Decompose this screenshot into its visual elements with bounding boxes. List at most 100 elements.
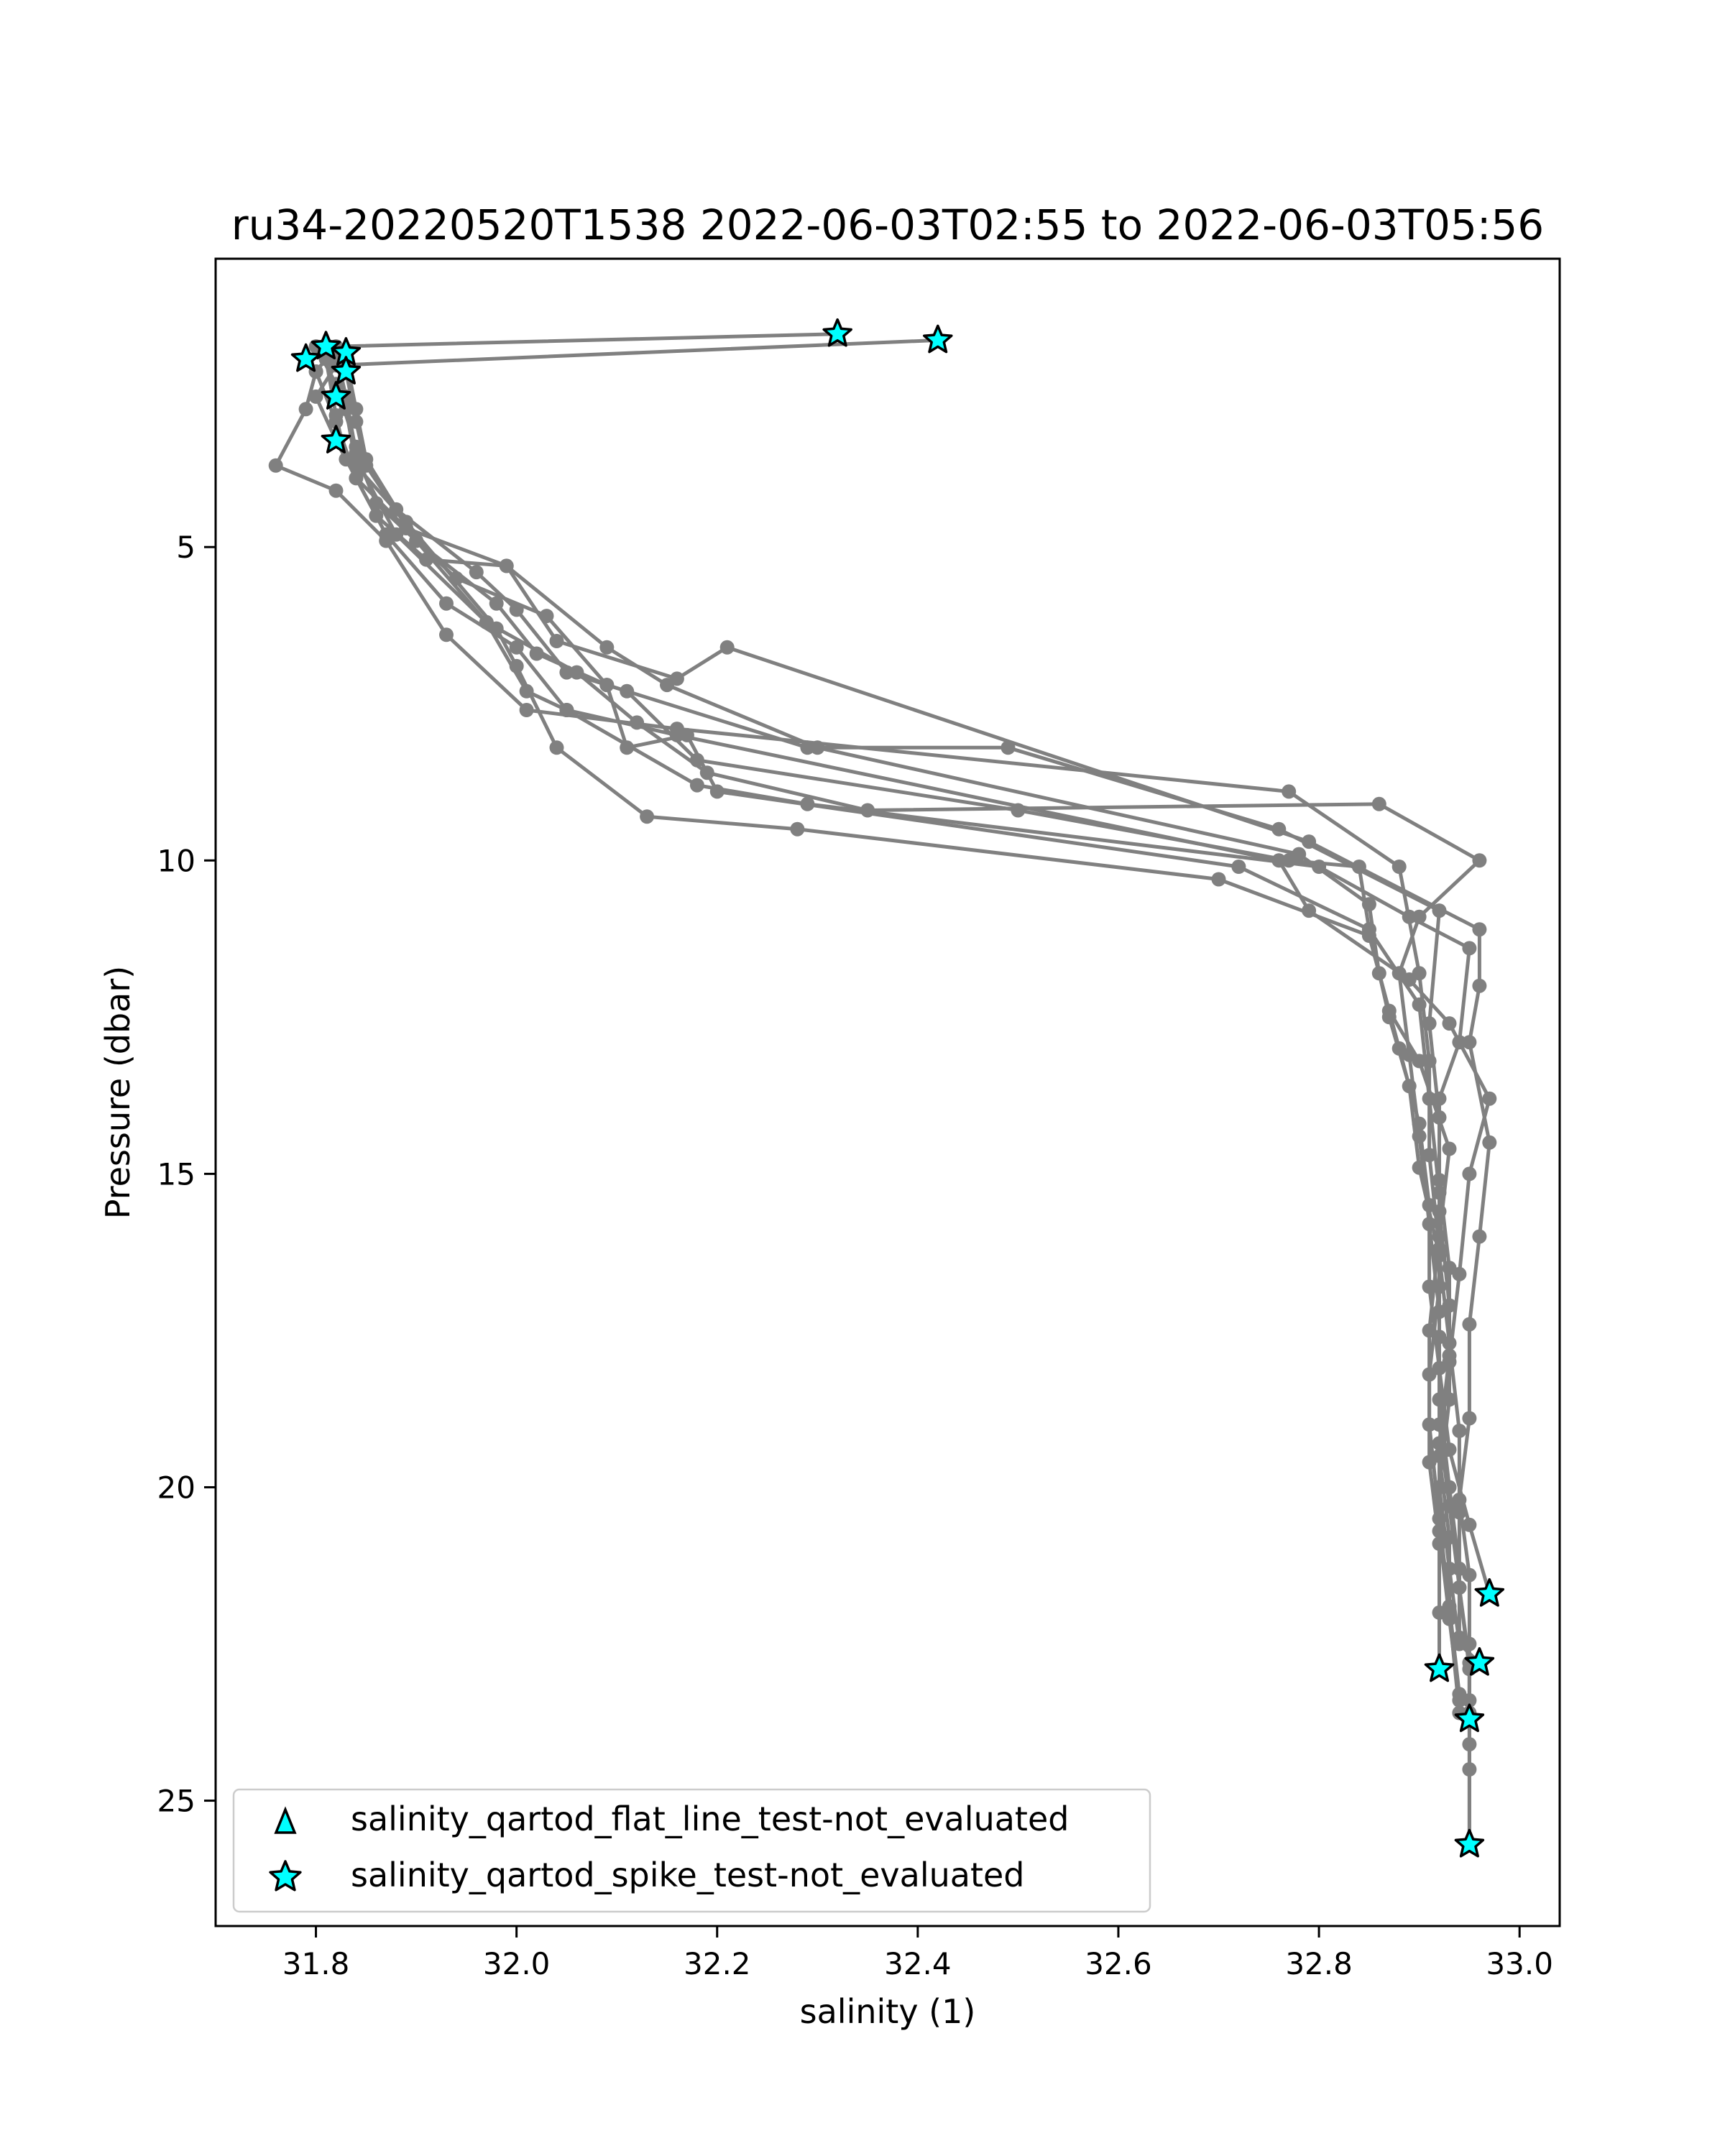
spike-flag-star	[1474, 1577, 1505, 1607]
data-point	[1371, 966, 1386, 981]
data-point	[719, 640, 735, 655]
x-axis-label: salinity (1)	[800, 1992, 976, 2031]
data-point	[328, 414, 344, 429]
spike-flag-star	[310, 331, 341, 360]
profile-line	[314, 371, 1471, 1701]
spike-flag-star	[822, 318, 852, 347]
x-tick-label: 32.8	[1285, 1946, 1353, 1981]
data-point	[298, 402, 313, 417]
spike-flag-star	[923, 324, 953, 354]
data-point	[1282, 784, 1297, 799]
data-point	[599, 678, 615, 693]
x-tick-label: 32.0	[483, 1946, 551, 1981]
data-point	[1442, 1561, 1457, 1576]
data-point	[409, 533, 424, 548]
data-point	[669, 727, 684, 742]
data-point	[1422, 1054, 1437, 1069]
data-point	[1472, 853, 1487, 868]
profile-lines	[274, 332, 1491, 1845]
data-point	[1381, 1003, 1397, 1018]
data-point	[359, 452, 374, 467]
data-point	[1462, 941, 1477, 956]
data-point	[1432, 1480, 1447, 1495]
data-point	[1432, 1248, 1447, 1263]
profile-line	[344, 359, 1481, 1638]
data-point	[1452, 1424, 1467, 1438]
data-point	[1452, 1693, 1467, 1708]
profile-line	[334, 352, 1461, 1695]
y-tick-label: 20	[157, 1470, 196, 1505]
profile-line	[314, 338, 1491, 1595]
data-point	[1462, 1517, 1477, 1532]
data-point	[1271, 821, 1287, 837]
plot-frame	[214, 257, 1561, 1927]
data-point	[509, 640, 524, 655]
x-tick-label: 33.0	[1486, 1946, 1553, 1981]
data-point	[349, 471, 364, 486]
data-point	[669, 671, 684, 686]
data-point	[1442, 1335, 1457, 1350]
spike-flag-star	[1454, 1703, 1485, 1733]
data-point	[1432, 1524, 1447, 1539]
profile-line	[334, 352, 1481, 1664]
spike-flag-star	[290, 343, 321, 372]
data-point	[1351, 860, 1366, 874]
x-tick-label: 32.2	[684, 1946, 751, 1981]
y-axis-label: Pressure (dbar)	[98, 966, 137, 1219]
data-point	[268, 458, 283, 473]
data-point	[389, 502, 404, 517]
data-point	[1422, 1148, 1437, 1163]
data-point	[599, 640, 615, 655]
data-point	[448, 571, 464, 586]
data-point	[1442, 1141, 1457, 1156]
data-point	[1442, 1016, 1457, 1031]
data-point	[1462, 1166, 1477, 1181]
data-point	[620, 683, 635, 699]
y-tick-label: 15	[157, 1156, 196, 1192]
legend-star-icon	[269, 1860, 302, 1892]
spike-flag-star	[331, 356, 362, 384]
data-point	[349, 402, 364, 417]
data-point	[1432, 1091, 1447, 1106]
data-point	[1432, 1185, 1447, 1200]
data-point	[1482, 1091, 1497, 1106]
data-point	[1462, 1762, 1477, 1777]
data-point	[1412, 909, 1427, 924]
data-point	[1412, 1129, 1427, 1144]
data-point	[1312, 860, 1327, 874]
data-point	[1302, 903, 1317, 918]
chart-title: ru34-20220520T1538 2022-06-03T02:55 to 2…	[231, 201, 1544, 249]
legend-star-shape	[269, 1860, 302, 1892]
data-point	[1422, 1091, 1437, 1106]
data-point	[1402, 909, 1417, 924]
y-tick-label: 25	[157, 1784, 196, 1819]
data-point	[499, 558, 514, 573]
data-point	[1452, 1492, 1467, 1507]
legend-entry-flat-line: salinity_qartod_flat_line_test-not_evalu…	[351, 1800, 1069, 1838]
profile-points	[268, 326, 1497, 1852]
data-point	[349, 439, 364, 454]
data-point	[1422, 1367, 1437, 1382]
data-point	[439, 596, 454, 611]
data-point	[709, 784, 724, 799]
x-tick-label: 32.6	[1085, 1946, 1152, 1981]
data-point	[689, 752, 704, 768]
y-tick-label: 10	[157, 843, 196, 878]
profile-line	[314, 345, 1441, 1669]
data-point	[1432, 1110, 1447, 1125]
data-point	[1402, 1079, 1417, 1094]
y-tick-label: 5	[176, 530, 196, 565]
data-point	[1472, 1229, 1487, 1244]
data-point	[1011, 803, 1026, 818]
data-point	[1422, 1417, 1437, 1432]
data-point	[1231, 860, 1246, 874]
x-tick-label: 32.4	[884, 1946, 952, 1981]
data-point	[1462, 1317, 1477, 1332]
data-point	[1442, 1392, 1457, 1407]
data-point	[699, 765, 714, 780]
data-point	[389, 527, 404, 542]
data-point	[1000, 740, 1016, 755]
data-point	[1211, 872, 1226, 887]
data-point	[489, 596, 504, 611]
